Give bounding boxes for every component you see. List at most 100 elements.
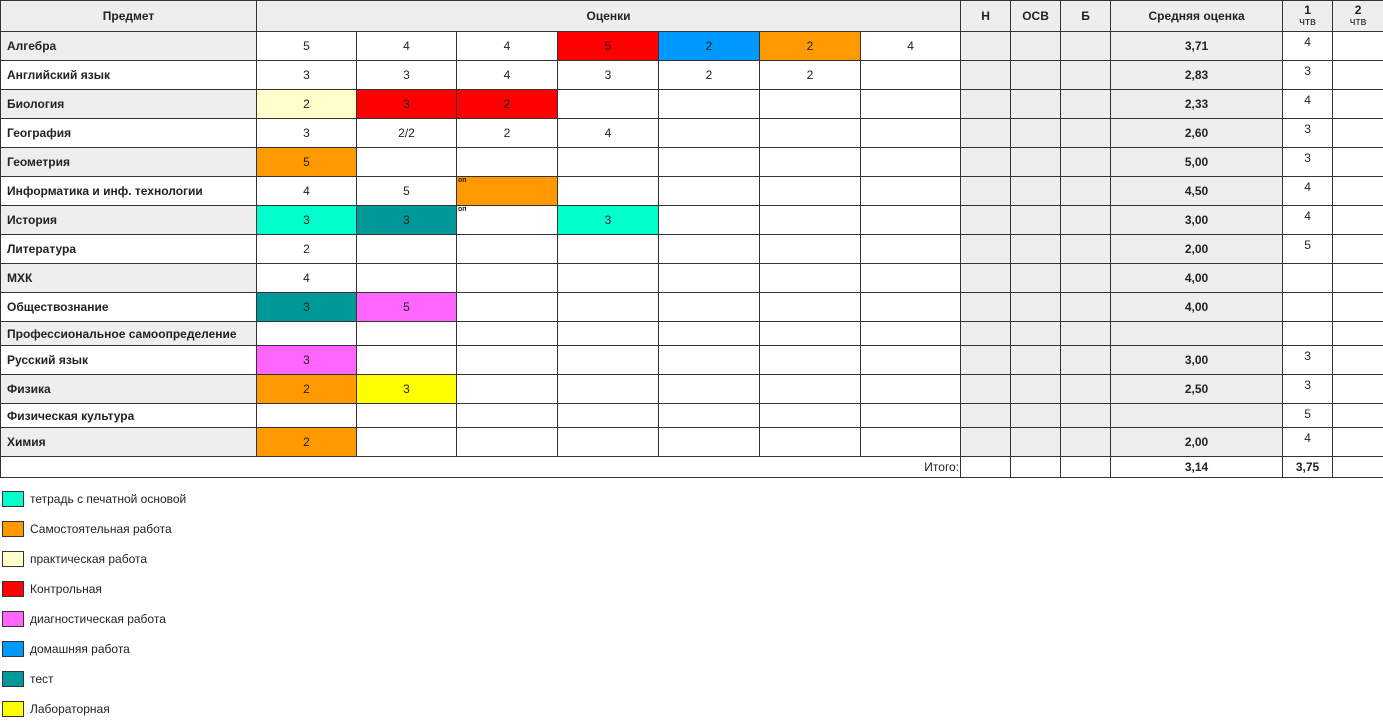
grade-cell[interactable]: 4 xyxy=(558,119,659,148)
grade-value: 2 xyxy=(706,39,713,53)
grade-cell-empty xyxy=(861,177,961,206)
subject-name[interactable]: МХК xyxy=(1,264,257,293)
subject-name[interactable]: Английский язык xyxy=(1,61,257,90)
grade-cell-empty xyxy=(760,428,861,457)
grade-value: 5 xyxy=(303,155,310,169)
grade-cell[interactable]: 3 xyxy=(257,61,357,90)
average-cell xyxy=(1111,322,1283,346)
grade-cell[interactable]: 4 xyxy=(257,177,357,206)
grade-cell[interactable]: 5 xyxy=(257,32,357,61)
grade-cell-empty xyxy=(760,119,861,148)
grade-cell[interactable]: 4 xyxy=(457,32,558,61)
grade-cell[interactable]: 3 xyxy=(357,375,457,404)
grade-cell[interactable]: 5 xyxy=(257,148,357,177)
subject-name[interactable]: География xyxy=(1,119,257,148)
b-cell xyxy=(1061,32,1111,61)
grade-value: 3 xyxy=(403,97,410,111)
grade-cell[interactable]: 2 xyxy=(257,375,357,404)
grade-cell[interactable]: 2 xyxy=(257,90,357,119)
b-cell xyxy=(1061,148,1111,177)
subject-name[interactable]: Биология xyxy=(1,90,257,119)
subject-name[interactable]: Профессиональное самоопределение xyxy=(1,322,257,346)
grade-cell[interactable]: оп xyxy=(457,177,558,206)
legend-swatch xyxy=(2,641,24,657)
grade-cell[interactable]: 5 xyxy=(357,293,457,322)
grade-value: 2 xyxy=(504,126,511,140)
grade-cell-empty xyxy=(861,119,961,148)
quarter-1-cell: 3 xyxy=(1283,375,1333,404)
grade-cell[interactable]: 4 xyxy=(861,32,961,61)
absent-total xyxy=(961,457,1011,478)
grade-cell[interactable]: 5 xyxy=(357,177,457,206)
grade-cell[interactable]: 2 xyxy=(760,61,861,90)
quarter-1-cell xyxy=(1283,264,1333,293)
subject-name[interactable]: Литература xyxy=(1,235,257,264)
grade-value: 2 xyxy=(303,382,310,396)
quarter-2-cell xyxy=(1333,235,1383,264)
quarter-1-cell: 3 xyxy=(1283,148,1333,177)
absent-cell xyxy=(961,148,1011,177)
subject-name[interactable]: Обществознание xyxy=(1,293,257,322)
grade-cell[interactable]: 3 xyxy=(558,61,659,90)
grade-cell-empty xyxy=(861,322,961,346)
grade-cell[interactable]: 2 xyxy=(659,61,760,90)
absent-cell xyxy=(961,206,1011,235)
grade-cell[interactable]: 4 xyxy=(257,264,357,293)
grade-cell[interactable]: 4 xyxy=(457,61,558,90)
grade-cell-empty xyxy=(861,404,961,428)
grade-cell-empty xyxy=(558,235,659,264)
absent-cell xyxy=(961,32,1011,61)
grade-cell-empty xyxy=(457,293,558,322)
average-cell: 3,71 xyxy=(1111,32,1283,61)
legend-item: Контрольная xyxy=(2,574,1383,604)
quarter-1-cell: 3 xyxy=(1283,119,1333,148)
grade-cell[interactable]: 2 xyxy=(457,119,558,148)
quarter-1-cell: 3 xyxy=(1283,61,1333,90)
grade-cell[interactable]: 3 xyxy=(257,206,357,235)
grade-cell[interactable]: 3 xyxy=(257,119,357,148)
grade-cell[interactable]: 2 xyxy=(659,32,760,61)
grade-cell[interactable]: 3 xyxy=(357,90,457,119)
subject-name[interactable]: История xyxy=(1,206,257,235)
b-cell xyxy=(1061,90,1111,119)
subject-name[interactable]: Алгебра xyxy=(1,32,257,61)
grade-cell[interactable]: 2/2 xyxy=(357,119,457,148)
grade-cell[interactable]: оп xyxy=(457,206,558,235)
grade-cell[interactable]: 2 xyxy=(760,32,861,61)
grade-cell[interactable]: 4 xyxy=(357,32,457,61)
grade-cell[interactable]: 5 xyxy=(558,32,659,61)
b-cell xyxy=(1061,322,1111,346)
subject-name[interactable]: Физическая культура xyxy=(1,404,257,428)
grade-cell-empty xyxy=(861,148,961,177)
grade-cell[interactable]: 3 xyxy=(558,206,659,235)
grade-cell[interactable]: 3 xyxy=(357,206,457,235)
subject-name[interactable]: Информатика и инф. технологии xyxy=(1,177,257,206)
legend-item: диагностическая работа xyxy=(2,604,1383,634)
grade-value: 5 xyxy=(403,184,410,198)
grade-value: 4 xyxy=(504,68,511,82)
grade-cell[interactable]: 2 xyxy=(457,90,558,119)
grade-cell[interactable]: 2 xyxy=(257,235,357,264)
osv-cell xyxy=(1011,32,1061,61)
grade-cell-empty xyxy=(558,322,659,346)
grade-cell-empty xyxy=(457,375,558,404)
legend-label: Самостоятельная работа xyxy=(30,522,172,536)
subject-name[interactable]: Химия xyxy=(1,428,257,457)
subject-name[interactable]: Геометрия xyxy=(1,148,257,177)
grade-cell-empty xyxy=(457,264,558,293)
quarter-2-cell xyxy=(1333,375,1383,404)
grade-cell[interactable]: 2 xyxy=(257,428,357,457)
grade-cell-empty xyxy=(861,375,961,404)
subject-name[interactable]: Физика xyxy=(1,375,257,404)
grade-cell[interactable]: 3 xyxy=(357,61,457,90)
grade-cell[interactable]: 3 xyxy=(257,293,357,322)
b-cell xyxy=(1061,235,1111,264)
grade-cell[interactable]: 3 xyxy=(257,346,357,375)
subject-name[interactable]: Русский язык xyxy=(1,346,257,375)
